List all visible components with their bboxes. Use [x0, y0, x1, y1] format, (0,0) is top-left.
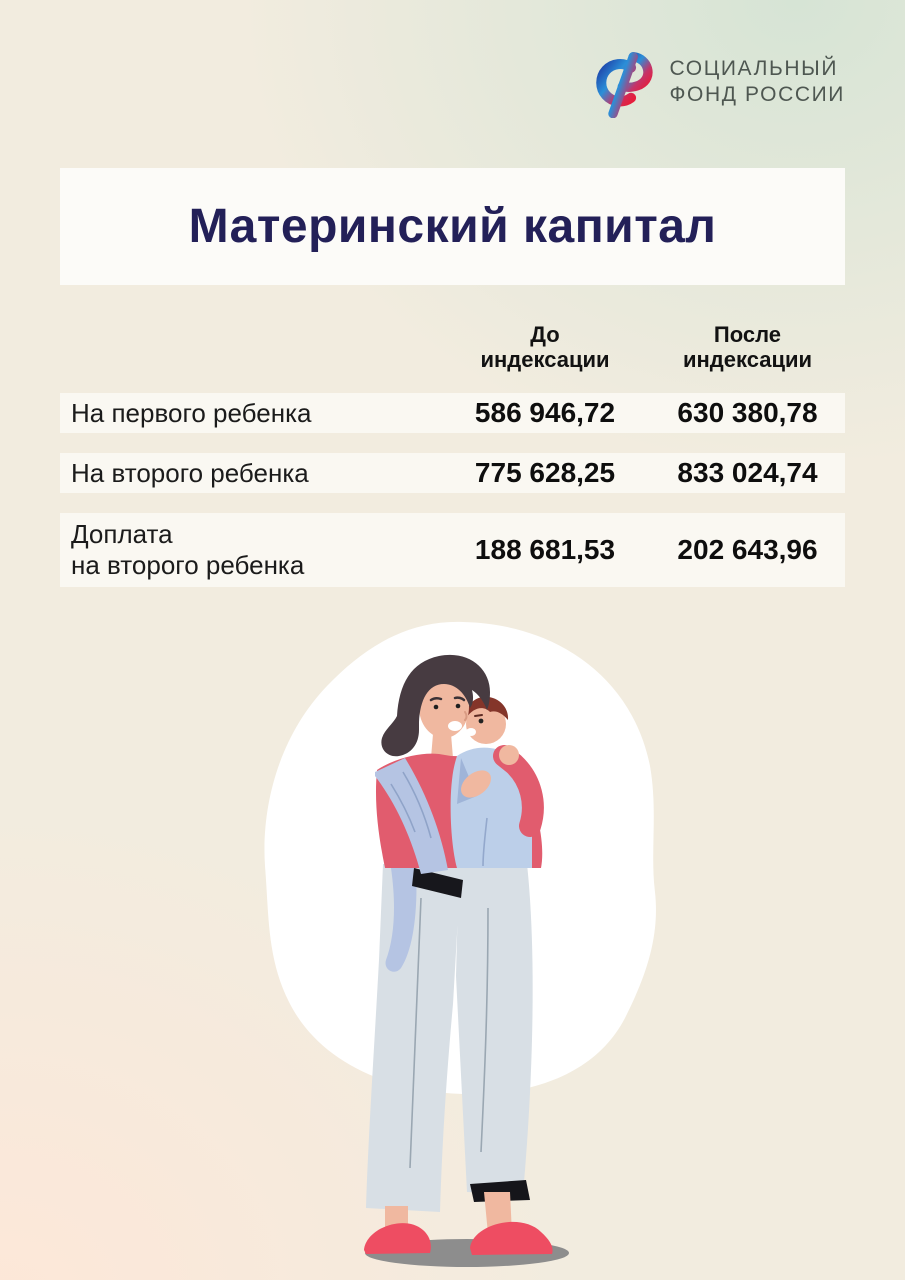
- mother-hair: [381, 654, 490, 757]
- sfr-logo-icon: [596, 52, 654, 118]
- value-after: 833 024,74: [677, 457, 818, 488]
- value-after: 630 380,78: [677, 397, 818, 428]
- table-row-supplement-second-child: Доплата на второго ребенка 188 681,53 20…: [60, 513, 845, 587]
- value-before: 586 946,72: [474, 397, 616, 428]
- value-before: 775 628,25: [474, 457, 616, 488]
- table-header-row: До индексации После индексации: [60, 316, 845, 372]
- header-spacer: [60, 316, 440, 370]
- row-label: На второго ребенка: [71, 457, 309, 488]
- slipper: [470, 1221, 553, 1255]
- slipper: [364, 1223, 431, 1254]
- logo-text-line1: СОЦИАЛЬНЫЙ: [669, 57, 839, 80]
- logo-text-line2: ФОНД РОССИИ: [669, 83, 845, 106]
- capital-table: До индексации После индексации На первог…: [60, 316, 845, 607]
- mother-baby-illustration: [264, 621, 656, 1267]
- logo-text: СОЦИАЛЬНЫЙ ФОНД РОССИИ: [669, 56, 845, 108]
- title-box: Материнский капитал: [60, 168, 845, 285]
- column-header-after-indexation: После индексации: [682, 322, 813, 372]
- value-before: 188 681,53: [474, 534, 616, 565]
- sfr-logo: СОЦИАЛЬНЫЙ ФОНД РОССИИ: [583, 46, 845, 118]
- table-row-first-child: На первого ребенка 586 946,72 630 380,78: [60, 393, 845, 433]
- page-title: Материнский капитал: [188, 200, 717, 253]
- column-header-before-indexation: До индексации: [480, 322, 610, 372]
- row-label: Доплата на второго ребенка: [71, 519, 305, 580]
- baby-head: [466, 704, 506, 744]
- row-label: На первого ребенка: [71, 397, 312, 428]
- value-after: 202 643,96: [677, 534, 818, 565]
- table-row-second-child: На второго ребенка 775 628,25 833 024,74: [60, 453, 845, 493]
- mother-hand: [460, 770, 492, 798]
